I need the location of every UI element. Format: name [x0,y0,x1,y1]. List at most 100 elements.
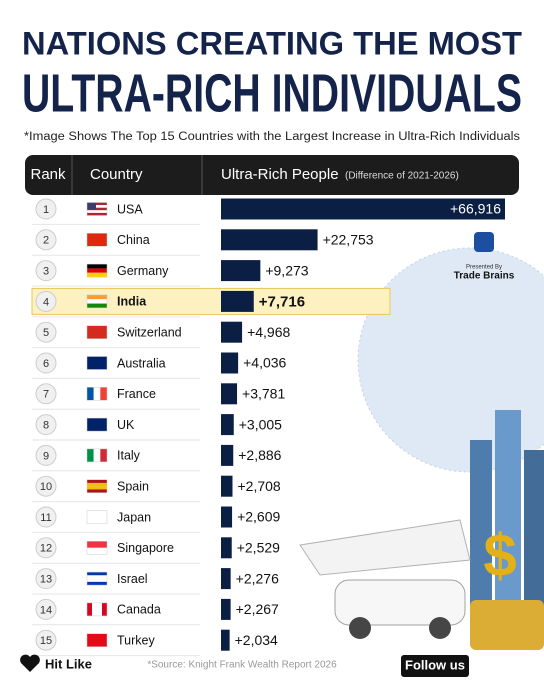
bar [221,290,254,312]
bar [221,414,234,436]
flag-stripe [87,210,107,213]
bar [221,537,232,559]
rank-badge [35,352,57,374]
dollar-icon: $ [483,522,516,589]
rank-badge [35,414,57,436]
rank: 12 [40,543,52,555]
country: China [117,233,150,247]
country: Japan [117,510,151,524]
logo [474,232,494,252]
flag-border [86,387,108,401]
flag-stripe [87,448,94,462]
country: France [117,387,156,401]
value-label: +4,968 [247,324,290,340]
heart-icon[interactable] [20,654,40,672]
flag-stripe [87,325,107,339]
bar [221,198,505,220]
rank: 6 [43,358,49,370]
country: Turkey [117,633,155,647]
flag-border [86,417,108,432]
value-label: +2,708 [237,478,280,494]
flag-border [86,571,108,586]
flag-border [86,294,108,309]
flag [86,602,108,617]
flag-stripe [87,387,94,401]
rank-badge [35,537,57,559]
bar [221,568,231,590]
rank: 5 [43,327,49,339]
flag-stripe [87,633,107,647]
country: Canada [117,603,161,617]
flag-border [86,633,108,647]
flag [86,263,108,278]
flag [86,448,108,463]
rank-badge [35,444,57,466]
rank-badge [35,229,57,251]
table-header [25,155,519,195]
flag-stripe [92,602,97,616]
rank-badge [35,321,57,343]
bar [221,444,234,466]
flag-border [86,541,108,555]
rank: 3 [43,266,49,278]
rank-badge [35,598,57,620]
bar [221,475,233,497]
bar [221,629,230,651]
flag-stripe [87,233,107,247]
rank-badge [35,506,57,528]
flag-stripe [87,541,107,548]
rank-badge [35,475,57,497]
flag-border [86,602,108,617]
building [524,450,544,640]
rank-badge [35,198,57,220]
flag-stripe [87,510,107,524]
flag-stripe [87,581,107,586]
bar [221,321,243,343]
bar [221,506,233,528]
flag [86,571,108,586]
flag-border [86,448,108,463]
country: Germany [117,264,169,278]
rank: 11 [40,512,51,524]
decor: $ [299,247,544,650]
flag [86,417,108,432]
rank: 4 [43,296,49,308]
flag-stripe [93,387,101,401]
follow-button[interactable] [401,655,469,677]
rank-badge [35,290,57,312]
column-header: Ultra-Rich People [221,166,339,183]
value-label: +9,273 [265,262,308,278]
value-label: +2,034 [235,632,278,648]
flag [86,479,108,493]
value-label: +2,529 [237,540,280,556]
flag-stripe [87,578,107,582]
flag-stripe [100,387,107,401]
flag-stripe [87,303,107,308]
value-label: +3,781 [242,386,285,402]
flag-stripe [87,264,107,269]
flag-stripe [87,572,107,576]
title-line: NATIONS CREATING THE MOST [22,25,522,61]
bar [221,229,318,251]
column-header-note: (Difference of 2021-2026) [345,171,459,182]
like-label[interactable]: Hit Like [45,656,92,671]
presenter-label: Presented By [466,265,502,271]
rank: 7 [43,389,49,401]
country: UK [117,418,135,432]
flag [86,294,108,309]
flag-stripe [87,299,107,304]
rank: 2 [43,235,49,247]
flag-border [86,510,108,524]
presenter: Presented By Trade Brains [454,232,515,282]
country: Israel [117,572,148,586]
bar [221,352,239,374]
flag [86,202,108,216]
value-label: +66,916 [450,201,501,217]
flag-stripe [87,479,107,483]
flag-stripe [87,489,107,493]
flag-stripe [87,268,107,273]
coins [470,600,544,650]
flag-stripe [93,448,101,462]
flag-stripe [87,602,92,616]
follow-label[interactable]: Follow us [405,657,465,672]
